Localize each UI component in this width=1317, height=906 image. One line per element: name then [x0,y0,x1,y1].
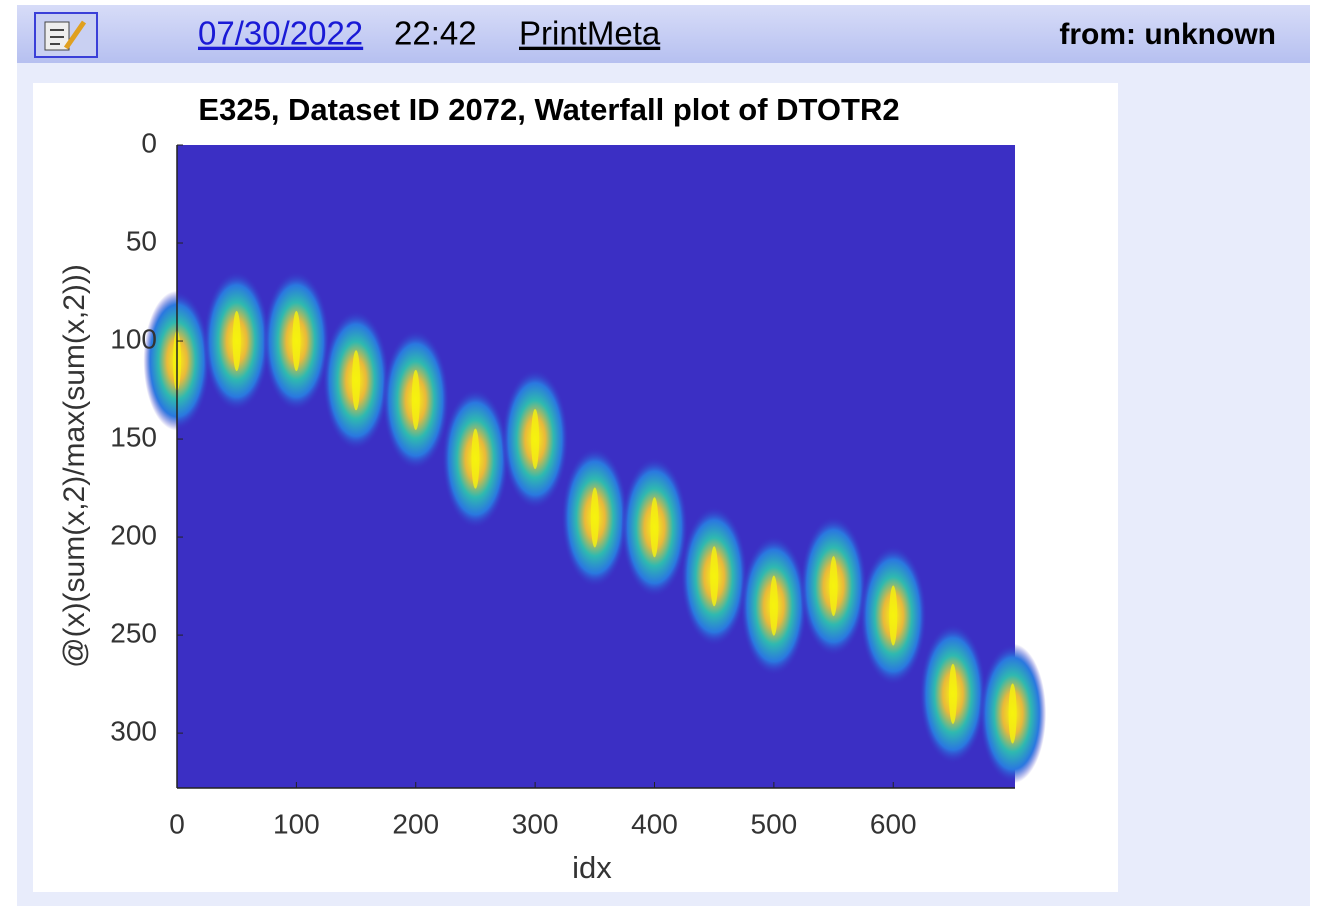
y-tick-label: 50 [126,225,157,256]
ridge-peak [948,663,957,724]
ridge-peak [232,311,241,372]
x-tick-label: 600 [870,808,917,839]
x-tick-label: 300 [512,808,559,839]
time: 22:42 [394,15,477,52]
ridge-peak [1008,683,1017,744]
ridge-peak [710,546,719,607]
y-tick-label: 150 [110,421,157,452]
y-tick-label: 300 [110,716,157,747]
ridge-peak [352,350,361,411]
x-tick-label: 500 [751,808,798,839]
ridge-peak [531,409,540,470]
x-tick-label: 100 [273,808,320,839]
y-tick-label: 250 [110,617,157,648]
ridge-peak [471,428,480,489]
x-tick-label: 400 [631,808,678,839]
x-tick-label: 200 [392,808,439,839]
y-axis-label: @(x)(sum(x,2)/max(sum(x,2))) [58,264,91,668]
date-link[interactable]: 07/30/2022 [198,15,363,52]
y-tick-label: 200 [110,519,157,550]
chart-title: E325, Dataset ID 2072, Waterfall plot of… [198,92,899,127]
entry-header [17,5,1310,63]
print-meta-link[interactable]: PrintMeta [519,15,661,52]
ridge-peak [411,369,420,430]
ridge-peak [829,556,838,617]
ridge-peak [292,311,301,372]
x-tick-label: 0 [169,808,185,839]
ridge-peak [889,585,898,646]
x-axis-label: idx [572,850,612,885]
edit-icon[interactable] [34,12,98,58]
ridge-peak [590,487,599,548]
y-tick-label: 0 [141,127,157,158]
y-tick-label: 100 [110,323,157,354]
author: from: unknown [1059,18,1276,51]
ridge-peak [769,575,778,636]
ridge-peak [650,497,659,558]
